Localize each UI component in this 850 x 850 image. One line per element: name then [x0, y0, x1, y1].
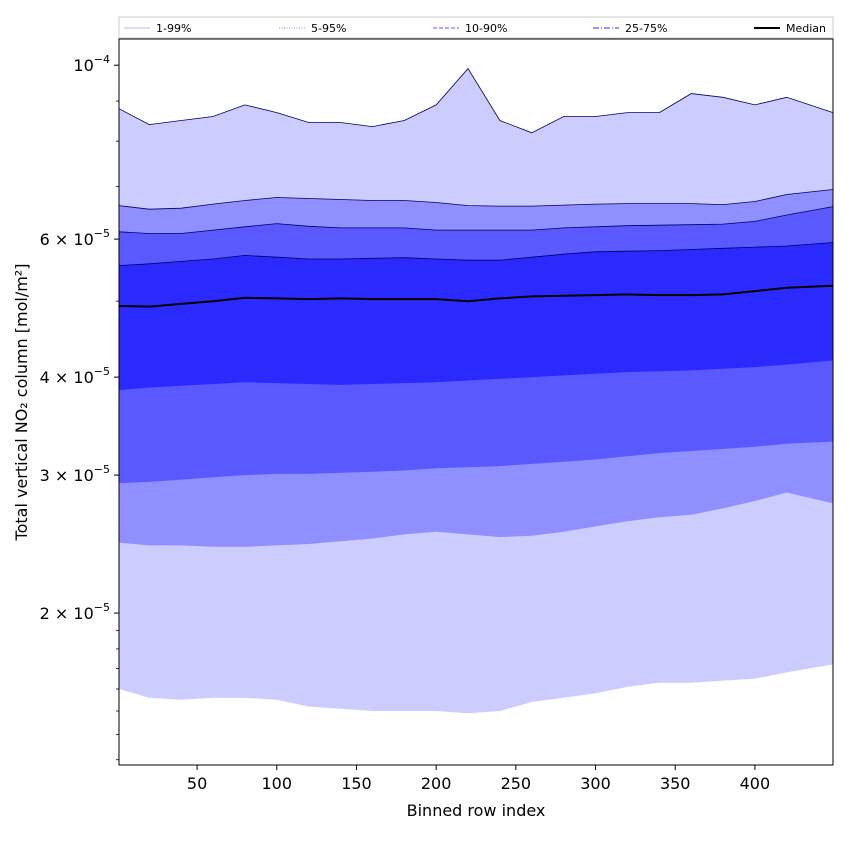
- legend-label: 25-75%: [625, 22, 667, 35]
- median-layer: [118, 284, 834, 308]
- band-upper-edge-1to99: [118, 67, 834, 134]
- x-tick-label: 100: [262, 774, 293, 793]
- legend: 1-99% 5-95% 10-90% 25-75% Median: [118, 16, 834, 39]
- y-axis: 10−4 6 × 10−5 4 × 10−5 3 × 10−5 2 × 10−5: [40, 53, 119, 761]
- legend-label: 10-90%: [465, 22, 507, 35]
- x-tick-label: 150: [341, 774, 372, 793]
- x-axis: 50 100 150 200 250 300 350 400: [187, 765, 770, 793]
- band-upper-edge-10to90: [118, 206, 834, 234]
- legend-label: Median: [786, 22, 826, 35]
- median-line: [118, 284, 834, 308]
- x-axis-label: Binned row index: [407, 801, 546, 820]
- legend-label: 5-95%: [311, 22, 346, 35]
- plot-frame: [118, 38, 834, 766]
- x-tick-label: 300: [580, 774, 611, 793]
- y-tick-label: 2 × 10−5: [40, 601, 110, 623]
- band-25to75: [119, 242, 833, 391]
- x-tick-label: 350: [660, 774, 691, 793]
- y-tick-label: 3 × 10−5: [40, 463, 110, 485]
- y-tick-label: 10−4: [73, 53, 110, 75]
- y-tick-label: 4 × 10−5: [40, 365, 110, 387]
- band-upper-edge-25to75: [118, 242, 834, 266]
- x-tick-label: 200: [421, 774, 452, 793]
- y-tick-label: 6 × 10−5: [40, 227, 110, 249]
- x-tick-label: 50: [187, 774, 207, 793]
- band-layer: [118, 67, 834, 714]
- x-tick-label: 250: [501, 774, 532, 793]
- x-tick-label: 400: [740, 774, 771, 793]
- legend-label: 1-99%: [156, 22, 191, 35]
- band-upper-edge-5to95: [118, 189, 834, 210]
- legend-box: [118, 16, 834, 39]
- y-axis-label: Total vertical NO₂ column [mol/m²]: [12, 264, 31, 542]
